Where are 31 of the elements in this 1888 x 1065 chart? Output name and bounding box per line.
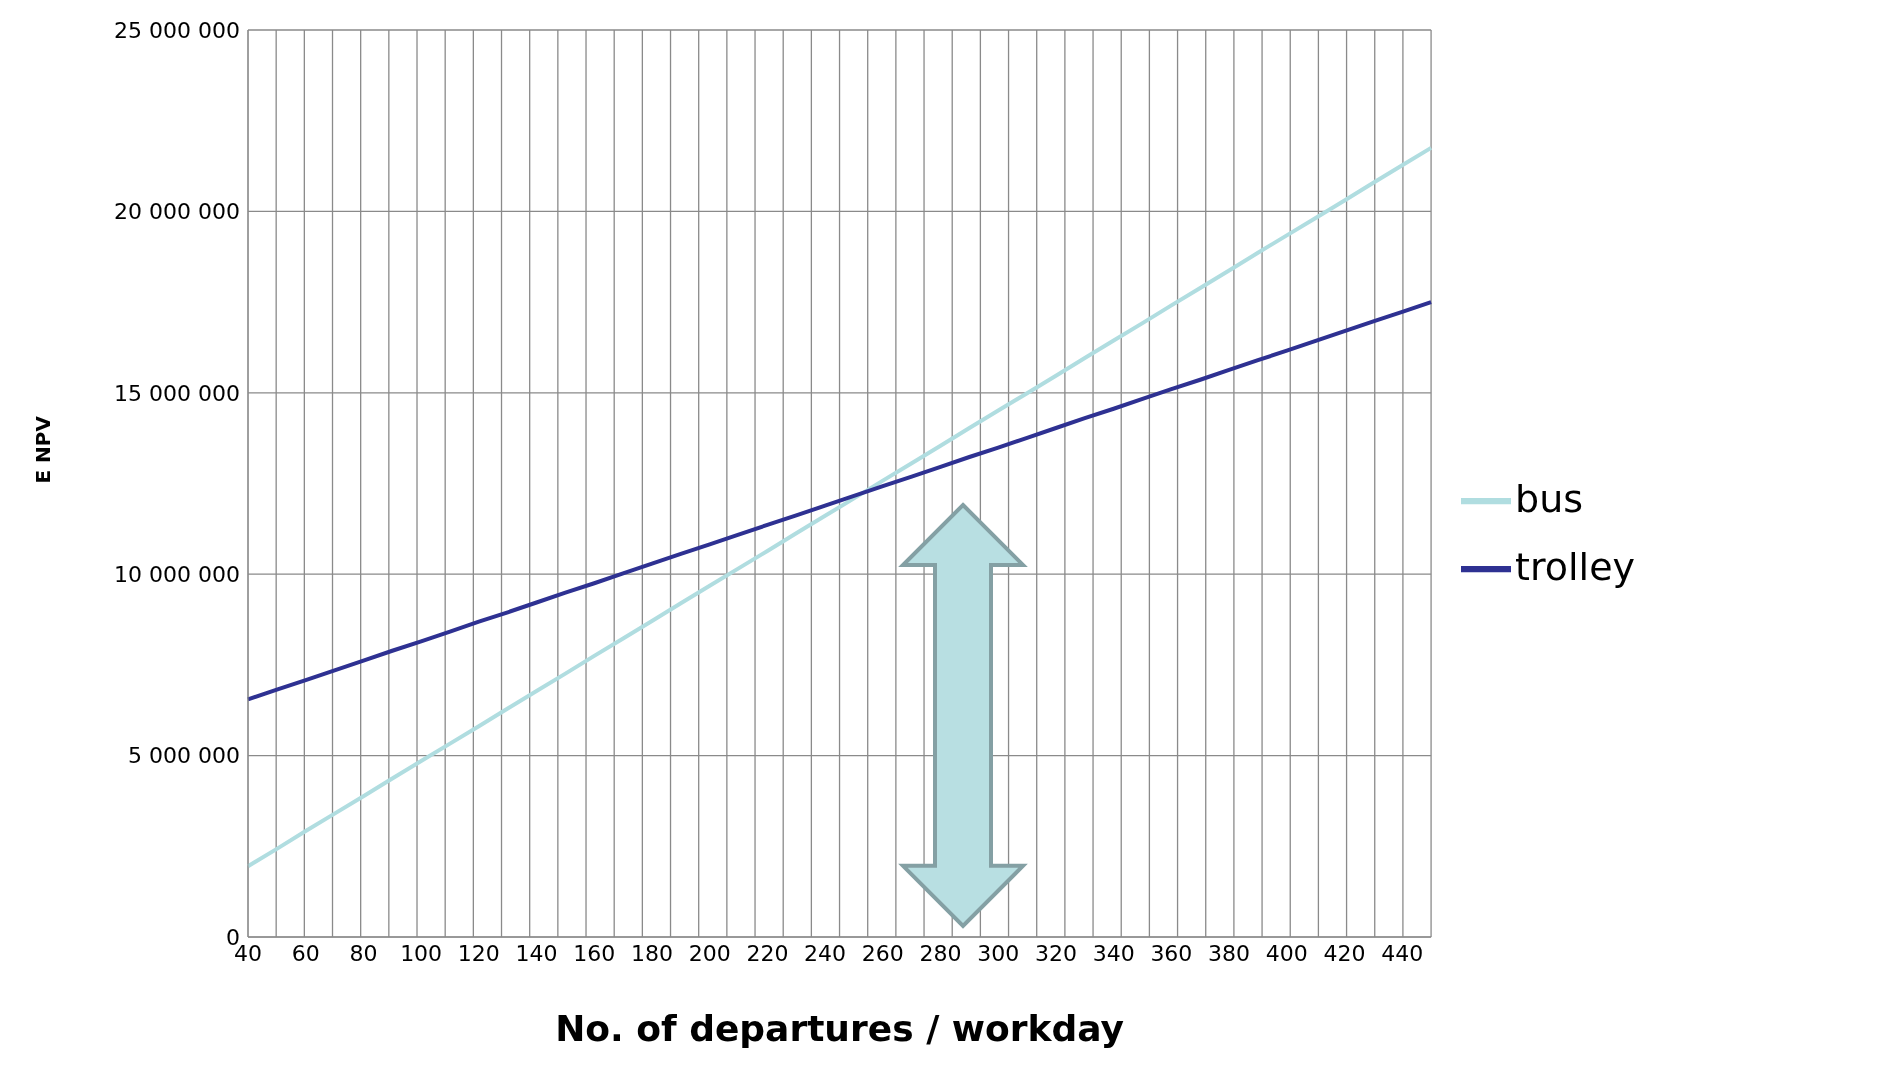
x-tick-label: 340 [1092, 940, 1135, 966]
x-tick-label: 100 [400, 940, 443, 966]
x-tick-label: 320 [1034, 940, 1077, 966]
legend-label: trolley [1515, 544, 1635, 589]
y-tick-label: 5 000 000 [128, 743, 240, 769]
x-tick-label: 220 [746, 940, 789, 966]
x-tick-label: 160 [573, 940, 616, 966]
y-tick-label: 10 000 000 [114, 562, 240, 588]
x-tick-label: 280 [919, 940, 962, 966]
legend-label: bus [1515, 476, 1584, 521]
x-tick-label: 240 [804, 940, 847, 966]
y-tick-label: 25 000 000 [114, 17, 240, 43]
y-axis-title: E NPV [31, 415, 56, 484]
x-tick-label: 120 [457, 940, 500, 966]
x-tick-label: 360 [1150, 940, 1193, 966]
x-tick-label: 80 [349, 940, 378, 966]
x-tick-label: 440 [1381, 940, 1424, 966]
x-tick-label: 140 [515, 940, 558, 966]
line-series [246, 145, 1434, 869]
x-tick-label: 180 [630, 940, 673, 966]
x-tick-label: 200 [688, 940, 731, 966]
line-series [246, 300, 1434, 702]
y-tick-label: 15 000 000 [114, 380, 240, 406]
x-tick-label: 260 [861, 940, 904, 966]
x-tick-label: 300 [977, 940, 1020, 966]
x-tick-label: 60 [291, 940, 320, 966]
y-tick-label: 20 000 000 [114, 199, 240, 225]
x-tick-label: 380 [1208, 940, 1251, 966]
x-axis-title: No. of departures / workday [555, 1008, 1124, 1049]
x-tick-label: 400 [1265, 940, 1308, 966]
x-tick-label: 420 [1323, 940, 1366, 966]
